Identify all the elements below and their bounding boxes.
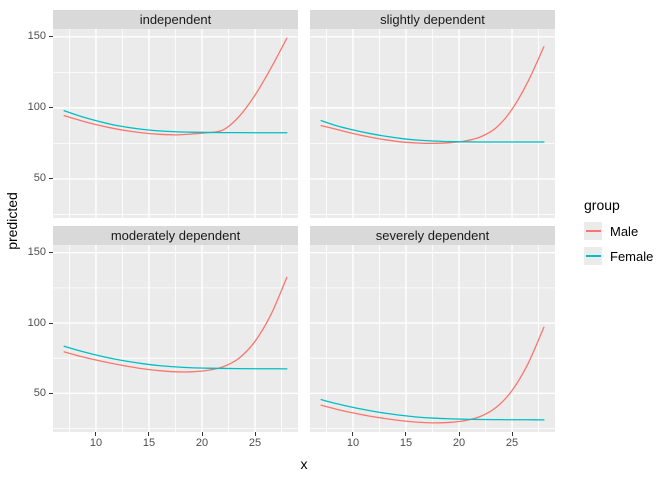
- facet-panel-moderately-dependent: [53, 245, 298, 432]
- legend-entry-female: Female: [584, 247, 653, 265]
- x-axis-title: x: [300, 456, 308, 472]
- male-line: [320, 46, 545, 145]
- y-tick-label: 100: [27, 101, 46, 114]
- y-tick-mark: [49, 36, 53, 38]
- x-tick-mark: [511, 432, 513, 436]
- legend-key-female: [584, 247, 602, 265]
- male-line: [63, 276, 288, 373]
- legend-label-female: Female: [610, 248, 654, 264]
- y-tick-mark: [49, 107, 53, 109]
- facet-strip-severely-dependent: severely dependent: [310, 226, 555, 245]
- y-tick-label: 50: [33, 386, 46, 399]
- male-line: [320, 326, 545, 424]
- x-tick-label: 10: [89, 437, 103, 449]
- male-line: [63, 37, 288, 136]
- x-tick-label: 25: [248, 437, 262, 449]
- facet-strip-moderately-dependent: moderately dependent: [53, 226, 298, 245]
- facet-strip-slightly-dependent: slightly dependent: [310, 10, 555, 29]
- y-tick-mark: [49, 178, 53, 180]
- x-tick-mark: [458, 432, 460, 436]
- x-tick-mark: [201, 432, 203, 436]
- facet-strip-independent: independent: [53, 10, 298, 29]
- x-tick-mark: [405, 432, 407, 436]
- y-tick-mark: [49, 392, 53, 394]
- x-tick-mark: [95, 432, 97, 436]
- y-tick-label: 50: [33, 172, 46, 185]
- female-line: [63, 110, 288, 134]
- y-tick-mark: [49, 252, 53, 254]
- facet-panel-independent: [53, 29, 298, 218]
- facet-panel-slightly-dependent: [310, 29, 555, 218]
- legend-title: group: [584, 197, 620, 213]
- y-tick-label: 150: [27, 246, 46, 259]
- x-tick-label: 25: [505, 437, 519, 449]
- legend-label-male: Male: [610, 223, 639, 239]
- female-line: [63, 345, 288, 370]
- x-tick-label: 15: [142, 437, 156, 449]
- female-line-icon: [585, 255, 601, 257]
- male-line-icon: [585, 230, 601, 232]
- x-tick-label: 20: [452, 437, 466, 449]
- x-tick-mark: [254, 432, 256, 436]
- legend: group Male Female: [584, 197, 653, 272]
- x-tick-label: 10: [346, 437, 360, 449]
- x-tick-label: 15: [399, 437, 413, 449]
- x-tick-label: 20: [195, 437, 209, 449]
- legend-entry-male: Male: [584, 222, 653, 240]
- female-line: [320, 399, 545, 421]
- x-tick-mark: [352, 432, 354, 436]
- y-tick-label: 100: [27, 316, 46, 329]
- x-tick-mark: [148, 432, 150, 436]
- y-tick-label: 150: [27, 30, 46, 43]
- y-axis-title: predicted: [4, 192, 20, 250]
- legend-key-male: [584, 222, 602, 240]
- facet-panel-severely-dependent: [310, 245, 555, 432]
- y-tick-mark: [49, 322, 53, 324]
- female-line: [320, 120, 545, 143]
